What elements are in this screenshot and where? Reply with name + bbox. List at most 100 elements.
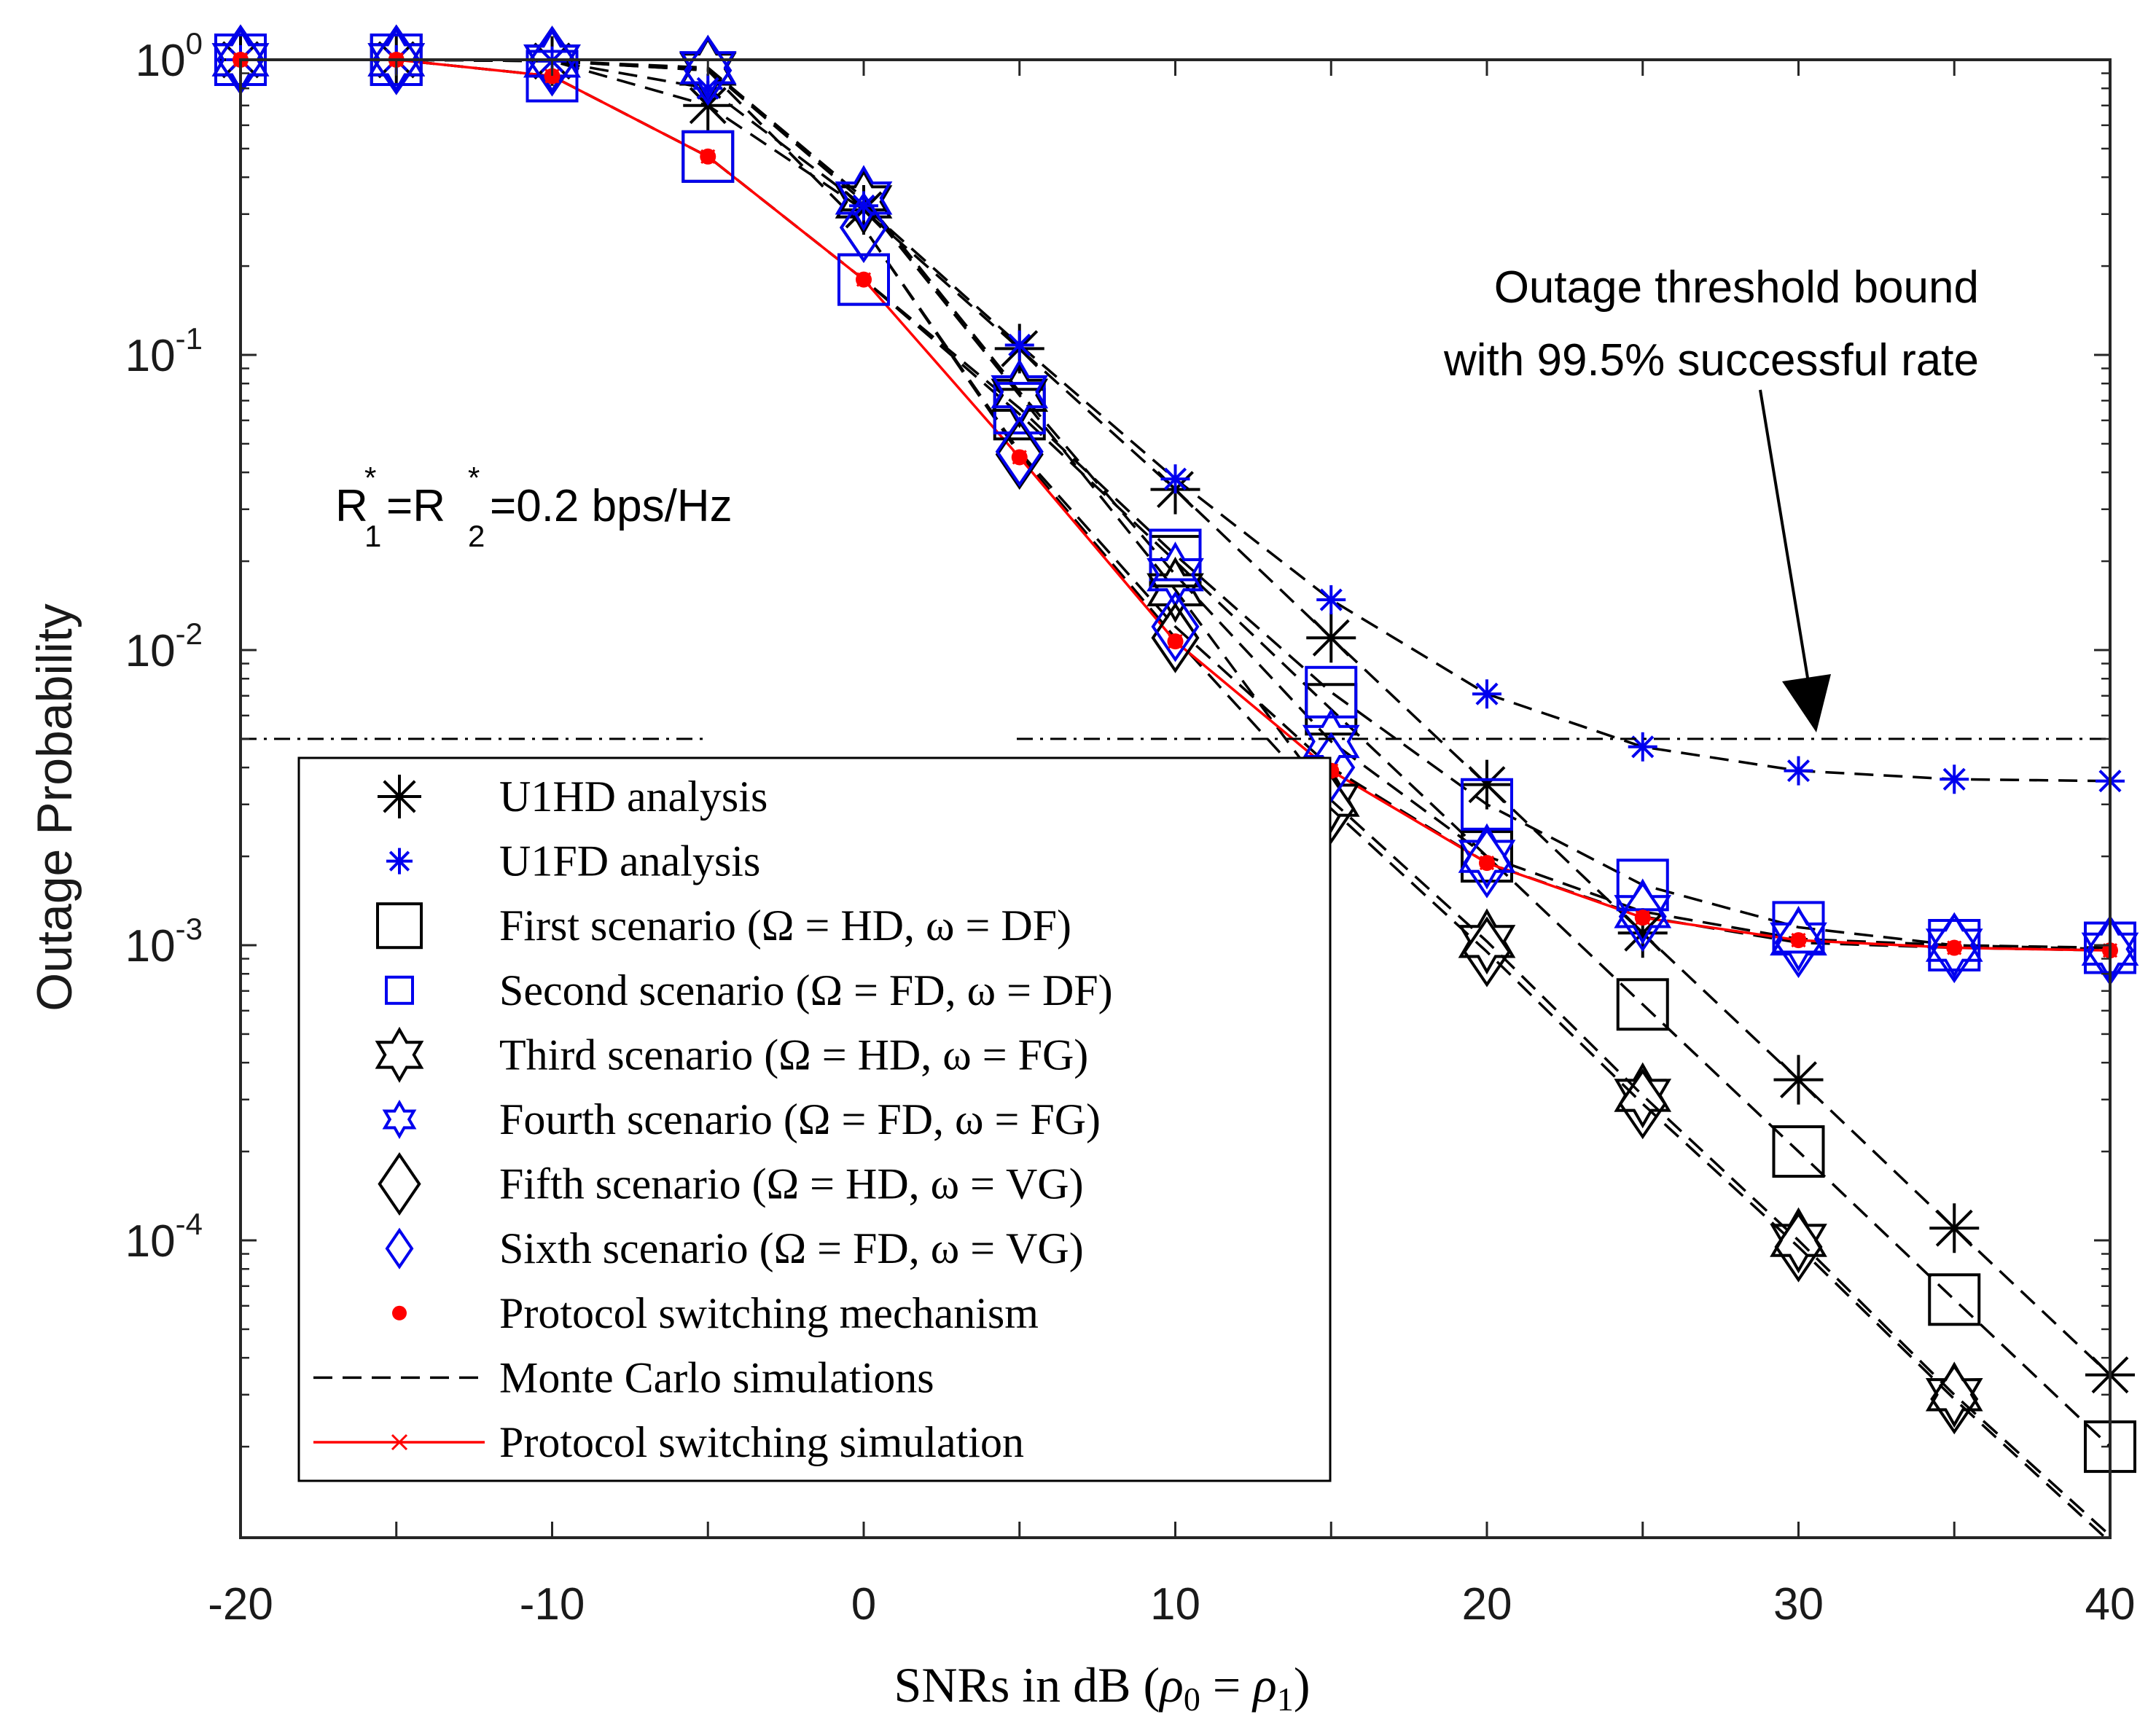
legend-entry-7: Fifth scenario (Ω = HD, ω = VG) [378,1152,1084,1216]
x-tick-label-7: 40 [2085,1579,2136,1630]
rate-label-sub2: 2 [468,519,485,553]
threshold-annotation-line2: with 99.5% successful rate [1443,335,1979,386]
marker-s5-p10 [1614,1062,1672,1129]
marker-s5-p5 [835,168,893,235]
threshold-arrow [1759,389,1831,732]
x-tick-label-5: 20 [1462,1579,1512,1630]
marker-s7-p9 [1462,916,1512,987]
legend-entry-8: Sixth scenario (Ω = FD, ω = VG) [385,1224,1084,1272]
marker-s4-p12 [1928,919,1981,971]
legend-label-3: First scenario (Ω = HD, ω = DF) [499,901,1071,950]
sim-x-p3 [544,69,560,84]
marker-s4-p8 [1305,665,1358,719]
marker-s2-p11 [1784,756,1813,786]
y-tick-label-2: 10-1 [125,321,203,381]
legend-entry-1: U1HD analysis [378,772,768,821]
rate-label-star1: * [364,461,376,495]
legend-marker-8 [385,1227,414,1270]
marker-s5-p11 [1770,1207,1827,1274]
marker-s8-p7 [1151,591,1200,662]
legend-entry-3: First scenario (Ω = HD, ω = DF) [376,901,1071,950]
marker-s6-p2 [367,26,426,93]
rate-label-r1: R [335,481,368,531]
legend-entry-4: Second scenario (Ω = FD, ω = DF) [385,966,1113,1014]
x-tick-label-6: 30 [1773,1579,1824,1630]
legend-sim-x [391,1433,408,1451]
mc-line-5 [241,60,2110,1537]
marker-s2-p10 [1628,732,1657,762]
marker-s8-p3 [528,26,577,97]
marker-s7-p7 [1151,602,1200,673]
marker-s6-p5 [835,165,893,232]
marker-s5-p6 [991,361,1049,429]
marker-s7-p10 [1618,1068,1667,1140]
marker-s4-p7 [1149,528,1202,582]
marker-s8-p2 [372,24,421,95]
x-tick-label-3: 0 [851,1579,876,1630]
y-tick-label-4: 10-3 [125,912,203,971]
y-tick-label-3: 10-2 [125,617,203,676]
legend-marker-9 [392,1305,407,1321]
legend-label-4: Second scenario (Ω = FD, ω = DF) [499,966,1113,1014]
legend-entry-9: Protocol switching mechanism [392,1289,1039,1337]
legend-entry-5: Third scenario (Ω = HD, ω = FG) [375,1026,1088,1083]
x-axis-label: SNRs in dB (ρ0 = ρ1) [894,1657,1311,1718]
legend-label-6: Fourth scenario (Ω = FD, ω = FG) [499,1095,1101,1143]
legend-label-8: Sixth scenario (Ω = FD, ω = VG) [499,1224,1084,1272]
sim-x-p12 [1947,940,1962,955]
marker-s7-p6 [995,419,1044,490]
sim-x-p6 [1012,450,1027,465]
rate-label-star2: * [468,461,480,495]
legend: U1HD analysis U1FD analysis First scenario… [297,756,1332,1482]
marker-s8-p9 [1462,827,1512,899]
sim-x-p7 [1168,634,1183,649]
y-axis-label: Outage Probability [27,603,82,1011]
marker-s5-p12 [1925,1361,1983,1428]
marker-s2-p8 [1316,585,1346,615]
sim-x-p9 [1479,856,1495,871]
legend-entry-2: U1FD analysis [386,837,760,885]
marker-s3-p11 [1772,1125,1825,1178]
marker-s1-p9 [1462,759,1512,810]
sim-x-p5 [856,272,872,287]
legend-marker-4 [385,975,414,1005]
marker-s7-p11 [1774,1211,1823,1283]
legend-label-10: Monte Carlo simulations [499,1353,934,1401]
legend-marker-5 [375,1026,424,1083]
series-markers [211,24,2139,1474]
marker-s5-p9 [1458,908,1516,975]
rate-label-sub1: 1 [364,519,381,553]
legend-marker-6 [382,1099,417,1140]
legend-entry-10: Monte Carlo simulations [313,1353,934,1401]
legend-marker-3 [376,902,423,950]
legend-marker-7 [378,1152,421,1216]
marker-s1-p11 [1773,1055,1824,1105]
legend-label-7: Fifth scenario (Ω = HD, ω = VG) [499,1160,1084,1208]
legend-label-1: U1HD analysis [499,772,768,821]
marker-s6-p4 [679,34,737,101]
marker-s6-p3 [523,28,581,95]
marker-s4-p5 [837,253,890,306]
legend-label-11: Protocol switching simulation [499,1418,1024,1466]
marker-s6-p10 [1614,878,1672,945]
mc-line-4 [241,60,2110,950]
legend-marker-1 [378,775,421,818]
marker-s2-p5 [849,191,878,221]
marker-s7-p12 [1930,1364,1979,1435]
marker-s8-p6 [995,416,1044,488]
rate-label-rest: =0.2 bps/Hz [490,481,733,531]
sim-x-p10 [1635,910,1650,926]
legend-marker-2 [386,848,413,875]
marker-s1-p12 [1929,1203,1980,1253]
marker-s6-p11 [1770,905,1827,972]
legend-box [297,756,1332,1482]
x-tick-label-1: -20 [208,1579,273,1630]
mc-line-3 [241,60,2110,1448]
marker-s2-p6 [1004,330,1034,360]
threshold-annotation-line1: Outage threshold bound [1494,262,1979,313]
legend-label-9: Protocol switching mechanism [499,1289,1039,1337]
sim-x-p4 [700,149,716,164]
marker-s2-p12 [1940,764,1969,794]
y-tick-label-1: 100 [136,26,203,86]
